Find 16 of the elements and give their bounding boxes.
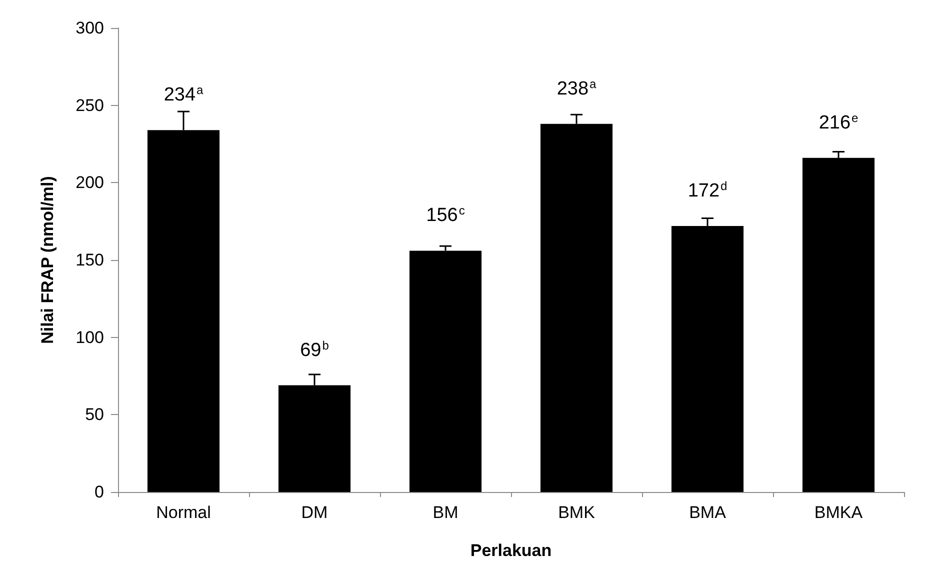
y-axis-title: Nilai FRAP (nmol/ml) — [38, 176, 57, 344]
bar — [409, 250, 482, 492]
x-tick-label: Normal — [156, 503, 211, 522]
y-tick-label: 150 — [76, 250, 104, 270]
y-tick-label: 200 — [76, 173, 104, 192]
x-tick-label: BM — [432, 503, 458, 522]
y-tick-label: 300 — [76, 18, 104, 38]
x-tick-label: BMK — [558, 503, 596, 522]
y-tick-label: 0 — [94, 482, 104, 502]
y-tick-label: 100 — [76, 328, 104, 347]
x-tick-label: BMKA — [814, 503, 864, 522]
x-tick-label: BMA — [689, 503, 727, 522]
y-tick-label: 50 — [85, 405, 104, 424]
x-tick-label: DM — [301, 503, 328, 522]
y-tick-label: 250 — [76, 96, 104, 115]
x-axis-title: Perlakuan — [470, 541, 552, 560]
